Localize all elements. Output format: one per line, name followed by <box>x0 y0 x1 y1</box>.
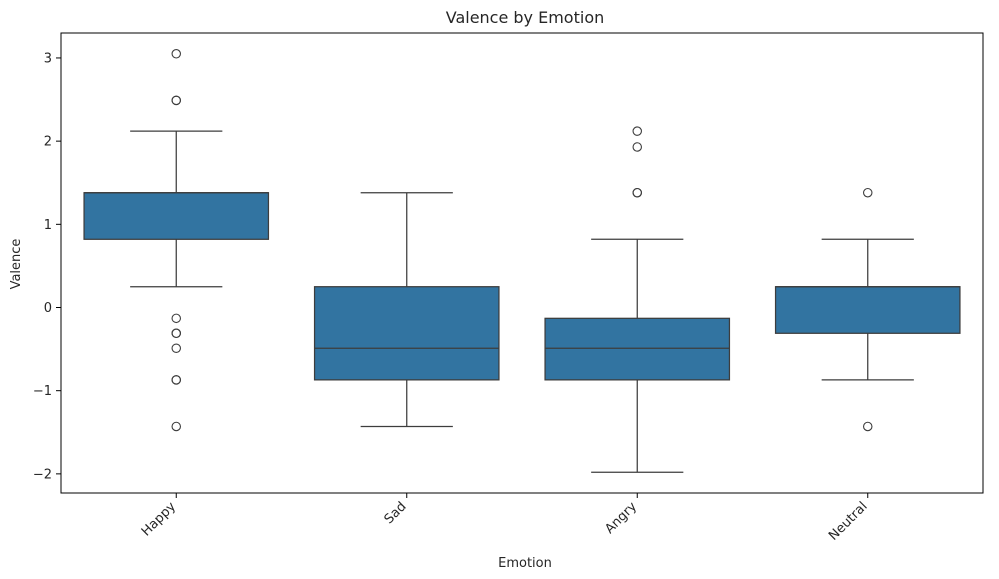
outlier-point <box>171 343 182 354</box>
y-axis-title: Valence <box>9 239 24 290</box>
box-sad <box>313 286 500 381</box>
y-tick-label: 3 <box>44 51 52 66</box>
outlier-point <box>171 375 182 385</box>
x-tick-label: Happy <box>139 499 179 539</box>
outlier-point <box>862 187 873 198</box>
box-happy <box>83 192 270 240</box>
plot-area: −2 −1 0 1 2 3 Happy Sad Angry Neutral <box>33 32 984 544</box>
outlier-point <box>171 421 182 432</box>
x-tick-label: Neutral <box>826 499 871 544</box>
outlier-point <box>171 313 182 324</box>
plot-frame <box>60 32 984 494</box>
outlier-point <box>171 328 182 339</box>
outlier-point <box>632 187 642 198</box>
y-tick-label: −1 <box>33 384 52 399</box>
x-tick-label: Angry <box>602 499 640 537</box>
y-tick-label: 0 <box>44 301 52 316</box>
outlier-point <box>632 126 642 136</box>
outlier-point <box>171 95 182 106</box>
y-tick-label: 1 <box>44 218 52 233</box>
box-angry <box>544 317 731 381</box>
outlier-point <box>862 421 873 432</box>
y-tick-label: −2 <box>33 467 52 482</box>
x-tick-label: Sad <box>382 499 410 527</box>
box-neutral <box>774 286 961 334</box>
outlier-point <box>632 142 642 152</box>
y-tick-label: 2 <box>44 135 52 150</box>
x-axis-title: Emotion <box>498 556 552 571</box>
chart-title: Valence by Emotion <box>446 8 605 27</box>
outlier-point <box>171 49 182 59</box>
